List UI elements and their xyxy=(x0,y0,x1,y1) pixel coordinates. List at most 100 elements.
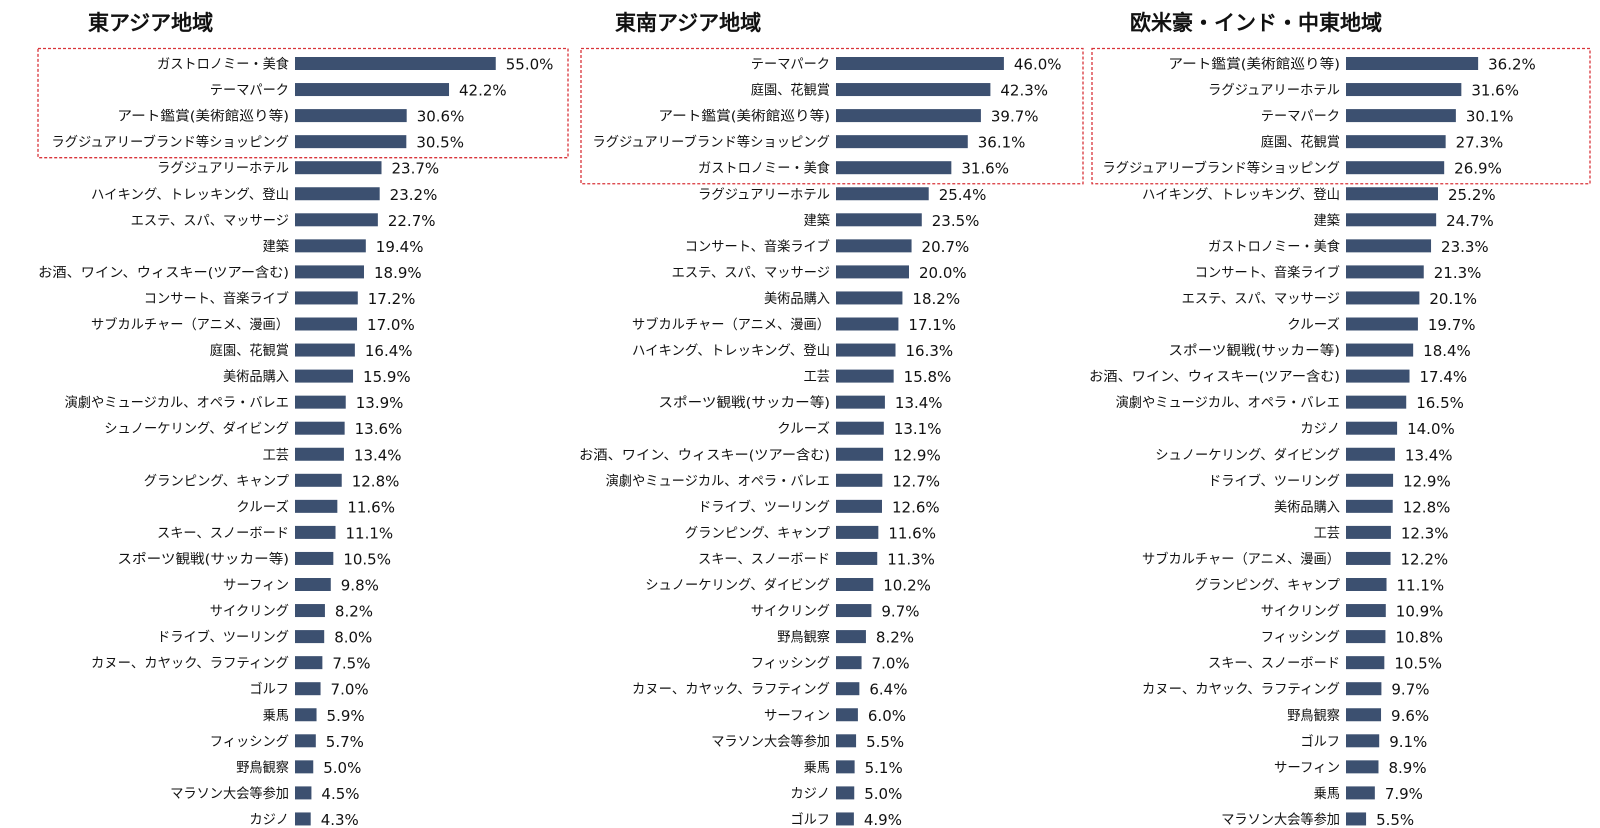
value-label: 7.5% xyxy=(332,655,370,673)
category-label: 庭園、花観賞 xyxy=(210,342,289,359)
value-label: 18.9% xyxy=(374,264,422,282)
bar xyxy=(836,291,903,305)
chart-title: 東南アジア地域 xyxy=(615,11,761,35)
value-label: 36.1% xyxy=(978,134,1026,152)
bar xyxy=(836,760,855,774)
bar xyxy=(836,734,857,748)
bar xyxy=(295,291,358,305)
bar xyxy=(295,187,380,201)
value-label: 10.9% xyxy=(1396,603,1444,621)
value-label: 9.6% xyxy=(1391,707,1429,725)
category-label: サーフィン xyxy=(1274,760,1340,776)
value-label: 22.7% xyxy=(388,212,436,230)
category-label: コンサート、音楽ライブ xyxy=(144,290,290,307)
bar xyxy=(295,213,378,227)
category-label: 野鳥観察 xyxy=(777,629,830,646)
bar xyxy=(295,421,345,435)
value-label: 30.5% xyxy=(416,134,464,152)
bar xyxy=(1346,187,1438,201)
bar xyxy=(1346,760,1379,774)
value-label: 17.4% xyxy=(1420,368,1468,386)
value-label: 15.9% xyxy=(363,368,411,386)
value-label: 10.2% xyxy=(883,577,931,595)
bar xyxy=(1346,83,1462,97)
category-label: ドライブ、ツーリング xyxy=(1208,472,1340,489)
value-label: 18.2% xyxy=(912,290,960,308)
bar xyxy=(1346,447,1395,461)
bar xyxy=(1346,812,1367,826)
value-label: 4.5% xyxy=(321,785,359,803)
category-label: マラソン大会等参加 xyxy=(711,733,830,750)
value-label: 12.3% xyxy=(1401,524,1449,542)
category-label: ドライブ、ツーリング xyxy=(157,629,289,646)
value-label: 14.0% xyxy=(1407,420,1455,438)
category-label: アート鑑賞(美術館巡り等) xyxy=(1168,56,1340,73)
category-label: テーマパーク xyxy=(210,83,289,99)
value-label: 20.0% xyxy=(919,264,967,282)
category-label: スポーツ観戦(サッカー等) xyxy=(1168,342,1340,359)
category-label: クルーズ xyxy=(236,499,289,515)
bar xyxy=(836,786,855,800)
value-label: 36.2% xyxy=(1488,56,1536,74)
category-label: カヌー、カヤック、ラフティング xyxy=(632,682,830,698)
category-label: フィッシング xyxy=(751,656,830,672)
value-label: 24.7% xyxy=(1446,212,1494,230)
value-label: 5.1% xyxy=(865,759,903,777)
bar xyxy=(295,604,325,618)
category-label: 野鳥観察 xyxy=(1287,707,1340,724)
value-label: 19.7% xyxy=(1428,316,1476,334)
bar xyxy=(1346,708,1382,722)
category-label: クルーズ xyxy=(777,421,830,437)
value-label: 17.2% xyxy=(368,290,416,308)
value-label: 23.2% xyxy=(390,186,438,204)
bar xyxy=(836,525,879,539)
value-label: 13.6% xyxy=(355,420,403,438)
bar xyxy=(836,447,884,461)
value-label: 5.0% xyxy=(864,785,902,803)
category-label: シュノーケリング、ダイビング xyxy=(645,578,830,594)
value-label: 6.4% xyxy=(869,681,907,699)
category-label: カヌー、カヤック、ラフティング xyxy=(91,656,289,672)
bar xyxy=(1346,604,1386,618)
bar xyxy=(295,395,346,409)
value-label: 12.2% xyxy=(1401,550,1449,568)
bar xyxy=(836,682,860,696)
category-label: ラグジュアリーホテル xyxy=(1208,83,1340,99)
bar xyxy=(836,551,878,565)
category-label: サブカルチャー（アニメ、漫画） xyxy=(632,316,830,333)
value-label: 20.1% xyxy=(1429,290,1477,308)
bar xyxy=(1346,551,1391,565)
value-label: 10.8% xyxy=(1395,629,1443,647)
category-label: ガストロノミー・美食 xyxy=(157,56,289,73)
bar xyxy=(1346,499,1393,513)
bar xyxy=(836,265,909,279)
bar xyxy=(295,551,334,565)
category-label: スキー、スノーボード xyxy=(157,525,289,541)
category-label: 演劇やミュージカル、オペラ・バレエ xyxy=(1116,395,1340,411)
category-label: お酒、ワイン、ウィスキー(ツアー含む) xyxy=(1089,369,1340,385)
value-label: 31.6% xyxy=(961,160,1009,178)
bar xyxy=(1346,630,1386,644)
bar xyxy=(295,109,407,123)
bar xyxy=(295,499,338,513)
bar xyxy=(836,473,883,487)
category-label: 工芸 xyxy=(263,447,289,463)
bar xyxy=(1346,109,1456,123)
value-label: 11.3% xyxy=(887,550,935,568)
value-label: 18.4% xyxy=(1423,342,1471,360)
category-label: 工芸 xyxy=(804,369,830,385)
category-label: 庭園、花観賞 xyxy=(751,82,830,99)
bar xyxy=(295,525,336,539)
category-label: 乗馬 xyxy=(263,708,289,724)
bar xyxy=(1346,369,1410,383)
category-label: ハイキング、トレッキング、登山 xyxy=(1142,187,1340,203)
bar xyxy=(836,213,922,227)
category-label: ラグジュアリーホテル xyxy=(157,161,289,177)
category-label: ゴルフ xyxy=(790,811,830,828)
value-label: 8.2% xyxy=(876,629,914,647)
bar xyxy=(1346,213,1437,227)
bar xyxy=(836,395,885,409)
value-label: 42.3% xyxy=(1000,82,1048,100)
category-label: スキー、スノーボード xyxy=(1208,656,1340,672)
